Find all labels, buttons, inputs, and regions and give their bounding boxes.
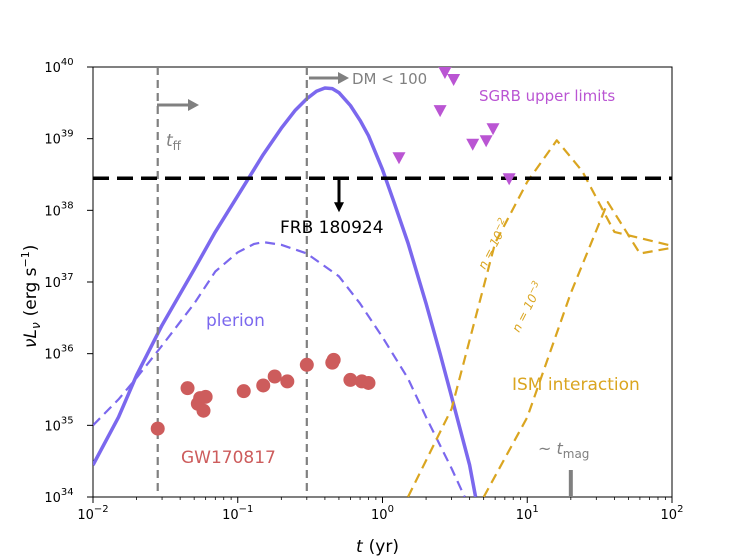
sgrb-upper-limit xyxy=(502,173,516,186)
y-tick-label: 1040 xyxy=(44,57,73,76)
plerion-solid-curve xyxy=(93,86,478,497)
ticks-layer: 10−2 10−1 100 101 102 1034 1035 1036 1037 1038 103… xyxy=(44,57,683,523)
ism-n-1e-2-curve xyxy=(407,139,672,497)
t-ff-label: tff xyxy=(166,131,182,153)
sgrb-label: SGRB upper limits xyxy=(479,87,615,105)
y-tick-label: 1034 xyxy=(44,487,73,506)
gw170817-point xyxy=(361,375,376,390)
vertical-lines-layer xyxy=(156,67,308,497)
n-1e-2-label: n = 10−2 xyxy=(474,216,512,271)
x-axis-label: t (yr) xyxy=(356,537,399,557)
y-tick-label: 1037 xyxy=(44,272,73,291)
frb-arrow-head xyxy=(334,202,344,213)
dm-label: DM < 100 xyxy=(352,70,427,88)
frb-layer xyxy=(93,176,672,213)
sgrb-upper-limit xyxy=(447,74,461,87)
y-tick-label: 1035 xyxy=(44,415,73,434)
plerion-dashed-curve xyxy=(93,241,466,497)
t-mag-label: ~ tmag xyxy=(538,439,589,461)
sgrb-upper-limit xyxy=(466,138,480,151)
curves-layer xyxy=(93,86,672,497)
x-tick-label: 100 xyxy=(371,504,394,523)
gw170817-point xyxy=(150,421,165,436)
gw-label: GW170817 xyxy=(181,448,276,468)
ism-n-1e-3-curve xyxy=(482,201,672,497)
gw170817-point xyxy=(299,357,314,372)
sgrb-upper-limit xyxy=(438,67,452,80)
plerion-label: plerion xyxy=(206,311,265,331)
sgrb-upper-limit xyxy=(479,135,493,148)
y-tick-label: 1038 xyxy=(44,200,73,219)
sgrb-upper-limit xyxy=(433,105,447,118)
ism-label: ISM interaction xyxy=(512,375,640,395)
x-tick-label: 101 xyxy=(516,504,539,523)
sgrb-upper-limit xyxy=(392,152,406,165)
plot-area xyxy=(92,66,673,498)
gw170817-point xyxy=(236,384,251,399)
dm-arrow-head xyxy=(338,72,349,84)
gw170817-point xyxy=(326,352,341,367)
x-tick-label: 10−2 xyxy=(77,504,108,523)
annotations-layer: tff DM < 100 SGRB upper limits FRB 18092… xyxy=(157,70,640,468)
frb-label: FRB 180924 xyxy=(280,218,384,238)
t-ff-arrow-head xyxy=(188,99,199,111)
x-tick-label: 10−1 xyxy=(222,504,253,523)
y-axis-label: νLν(erg s−1) xyxy=(19,245,43,348)
gw170817-point xyxy=(256,378,271,393)
y-tick-label: 1036 xyxy=(44,344,73,363)
gw170817-point xyxy=(180,381,195,396)
n-1e-3-label: n = 10−3 xyxy=(508,279,546,334)
gw170817-point xyxy=(343,372,358,387)
y-tick-label: 1039 xyxy=(44,129,73,148)
x-tick-label: 102 xyxy=(661,504,684,523)
gw170817-point xyxy=(198,389,213,404)
sgrb-upper-limit xyxy=(486,123,500,136)
gw170817-point xyxy=(280,374,295,389)
points-layer xyxy=(150,67,573,497)
gw170817-point xyxy=(196,403,211,418)
gw170817-point xyxy=(267,369,282,384)
